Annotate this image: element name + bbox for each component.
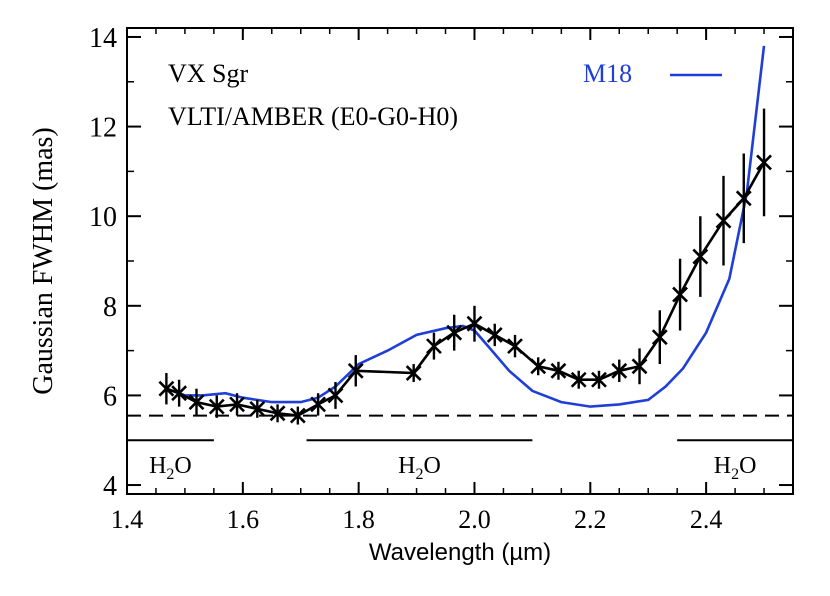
data-point-marker [631,358,648,375]
water-band-label: H2O [714,453,757,483]
marker-stroke [405,365,422,381]
water-band-label: H2O [398,453,441,483]
x-tick-label: 2.4 [690,505,723,534]
x-tick-labels: 1.4 1.6 1.8 2.0 2.2 2.4 [111,505,723,534]
marker-stroke [570,371,587,388]
marker-stroke [507,338,523,355]
data-point-marker [507,338,523,355]
marker-stroke [466,315,483,332]
data-point-marker [486,327,503,343]
marker-stroke [631,358,648,375]
y-tick-label: 6 [103,381,117,412]
marker-stroke [651,329,668,346]
axis-ticks [126,28,794,494]
data-point-marker [405,365,422,381]
data-point-marker [591,371,607,388]
x-tick-label: 1.8 [342,505,375,534]
data-point-marker [188,394,205,411]
object-label: VX Sgr [168,59,249,88]
instrument-label: VLTI/AMBER (E0-G0-H0) [168,102,458,131]
data-point-marker [249,400,266,417]
marker-stroke [530,358,547,375]
marker-stroke [446,324,463,341]
x-tick-label: 2.0 [458,505,491,534]
data-point-marker [289,407,306,424]
marker-stroke [310,396,327,413]
data-point-marker [735,190,752,207]
water-band-label: H2O [149,453,192,483]
data-point-marker [756,154,772,171]
data-point-marker [672,286,688,303]
marker-stroke [756,154,772,171]
marker-stroke [426,338,442,355]
data-point-marker [426,338,442,355]
marker-stroke [158,380,175,397]
marker-stroke [692,248,709,265]
data-point-marker [347,362,364,379]
marker-stroke [289,407,306,424]
y-tick-label: 10 [89,202,117,233]
y-axis-label: Gaussian FWHM (mas) [28,127,59,395]
legend: M18 [583,59,722,88]
y-tick-labels: 4 6 8 10 12 14 [89,23,117,502]
marker-stroke [611,362,628,379]
x-tick-label: 1.4 [111,505,144,534]
data-point-marker [692,248,709,265]
data-point-marker [269,405,286,422]
x-tick-label: 1.6 [227,505,260,534]
data-point-marker [446,324,463,341]
marker-stroke [550,362,567,379]
data-point-marker [651,329,668,346]
marker-stroke [188,394,205,411]
data-point-marker [715,212,732,229]
data-point-marker [611,362,628,379]
marker-stroke [229,396,245,413]
marker-stroke [735,190,752,207]
marker-stroke [715,212,732,229]
data-point-marker [327,387,344,404]
marker-stroke [249,400,266,417]
data-point-marker [158,380,175,397]
marker-stroke [347,362,364,379]
y-tick-label: 8 [103,292,117,323]
plot-area [126,27,794,495]
data-point-marker [550,362,567,379]
marker-stroke [672,286,688,303]
marker-stroke [208,398,225,415]
marker-stroke [327,387,344,404]
observed-markers [158,154,772,424]
x-axis-label: Wavelength (µm) [369,539,551,566]
data-point-marker [570,371,587,388]
legend-label: M18 [583,59,632,88]
water-band-labels: H2O H2O H2O [149,453,756,483]
marker-stroke [591,371,607,388]
marker-stroke [486,327,503,343]
data-point-marker [229,396,245,413]
y-tick-label: 12 [89,113,117,144]
y-tick-label: 14 [89,23,117,54]
marker-stroke [171,385,188,402]
data-point-marker [466,315,483,332]
marker-stroke [269,405,286,422]
data-point-marker [310,396,327,413]
x-tick-label: 2.2 [574,505,607,534]
data-point-marker [208,398,225,415]
y-tick-label: 4 [103,471,117,502]
model-series-line [165,45,766,408]
data-point-marker [171,385,188,402]
data-point-marker [530,358,547,375]
